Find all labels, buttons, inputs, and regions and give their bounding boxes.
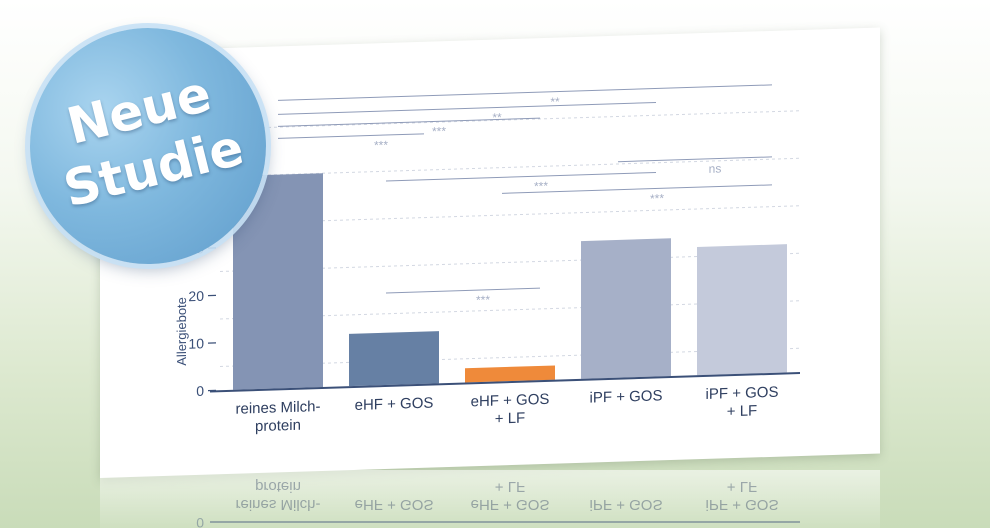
significance-label: *** xyxy=(432,124,446,138)
x-axis xyxy=(210,372,800,393)
category-label: iPF + GOS xyxy=(706,384,779,403)
significance-label: ns xyxy=(709,161,722,175)
significance-label: ** xyxy=(550,95,560,109)
category-label: + LF xyxy=(727,402,757,420)
significance-label: *** xyxy=(534,179,548,193)
significance-line xyxy=(502,184,772,194)
reflected-category-label: iPF + GOS xyxy=(706,496,779,513)
reflected-category-label: + LF xyxy=(727,478,757,495)
reflected-category-label: iPF + GOS xyxy=(590,496,663,513)
significance-line xyxy=(386,287,540,294)
significance-line xyxy=(618,156,772,163)
reflected-category-label: eHF + GOS xyxy=(471,496,550,513)
y-tick-label: 10 xyxy=(188,335,204,351)
bar xyxy=(581,238,671,379)
y-tick-label: 0 xyxy=(196,383,204,399)
bar-chart: 0102030Allergiebotereines Milch-proteine… xyxy=(174,84,800,435)
significance-label: ** xyxy=(492,110,502,124)
significance-label: *** xyxy=(476,293,490,307)
category-label: + LF xyxy=(495,410,525,428)
significance-line xyxy=(278,133,424,139)
y-tick-label: 20 xyxy=(188,288,204,304)
category-label: iPF + GOS xyxy=(590,387,663,406)
chart-card: 0102030Allergiebotereines Milch-proteine… xyxy=(100,27,880,478)
category-label: reines Milch- xyxy=(235,398,320,418)
reflected-category-label: protein xyxy=(255,478,301,495)
significance-line xyxy=(278,117,540,127)
chart-reflection: 0 reines Milch-protein eHF + GOS eHF + GOS +… xyxy=(100,470,880,528)
category-label: eHF + GOS xyxy=(355,395,434,414)
reflected-category-label: + LF xyxy=(495,478,525,495)
category-label: eHF + GOS xyxy=(471,391,550,410)
reflected-category-label: reines Milch- xyxy=(235,496,320,513)
bar xyxy=(697,244,787,376)
significance-label: *** xyxy=(374,138,388,152)
significance-line xyxy=(278,102,656,115)
significance-label: *** xyxy=(650,191,664,205)
bar xyxy=(349,331,439,387)
reflected-tick-label: 0 xyxy=(196,515,204,528)
significance-line xyxy=(386,172,656,182)
significance-line xyxy=(278,84,772,101)
y-axis-label: Allergiebote xyxy=(174,297,189,366)
category-label: protein xyxy=(255,417,301,435)
bar xyxy=(233,173,323,390)
reflected-category-label: eHF + GOS xyxy=(355,496,434,513)
bar xyxy=(465,365,555,383)
gridline xyxy=(220,110,800,130)
